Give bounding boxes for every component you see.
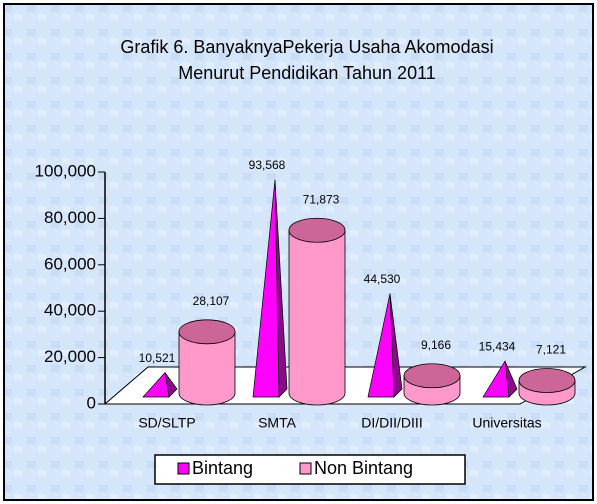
cylinder [178, 331, 236, 406]
legend-marker [299, 462, 312, 475]
pyramid [142, 371, 170, 398]
value-label: 15,434 [479, 339, 516, 353]
pyramid [367, 293, 395, 398]
chart-title: Menurut Pendidikan Tahun 2011 [178, 63, 436, 83]
y-tick-label: 60,000 [44, 254, 96, 273]
value-label: 71,873 [303, 192, 340, 206]
x-tick-label: Universitas [472, 415, 541, 431]
y-tick-label: 100,000 [35, 161, 96, 180]
chart-title: Grafik 6. BanyaknyaPekerja Usaha Akomoda… [120, 37, 493, 57]
cylinder [288, 229, 346, 406]
cylinder-top [403, 363, 461, 389]
value-label: 28,107 [193, 294, 230, 308]
y-tick-label: 80,000 [44, 208, 96, 227]
pyramid [482, 360, 510, 398]
legend-marker [177, 462, 190, 475]
cylinder-top [178, 319, 236, 345]
legend-label: Bintang [192, 458, 253, 478]
y-tick-label: 40,000 [44, 301, 96, 320]
y-tick-label: 0 [87, 393, 96, 412]
cylinder-top [288, 217, 346, 243]
value-label: 10,521 [139, 351, 176, 365]
x-tick-label: SMTA [258, 415, 297, 431]
value-label: 7,121 [536, 343, 566, 357]
legend-label: Non Bintang [314, 458, 413, 478]
y-tick-label: 20,000 [44, 347, 96, 366]
pyramid [252, 179, 280, 398]
value-label: 9,166 [421, 338, 451, 352]
value-label: 93,568 [249, 158, 286, 172]
cylinder-top [518, 368, 576, 393]
value-label: 44,530 [364, 272, 401, 286]
x-tick-label: DI/DII/DIII [361, 415, 422, 431]
x-tick-label: SD/SLTP [138, 415, 195, 431]
